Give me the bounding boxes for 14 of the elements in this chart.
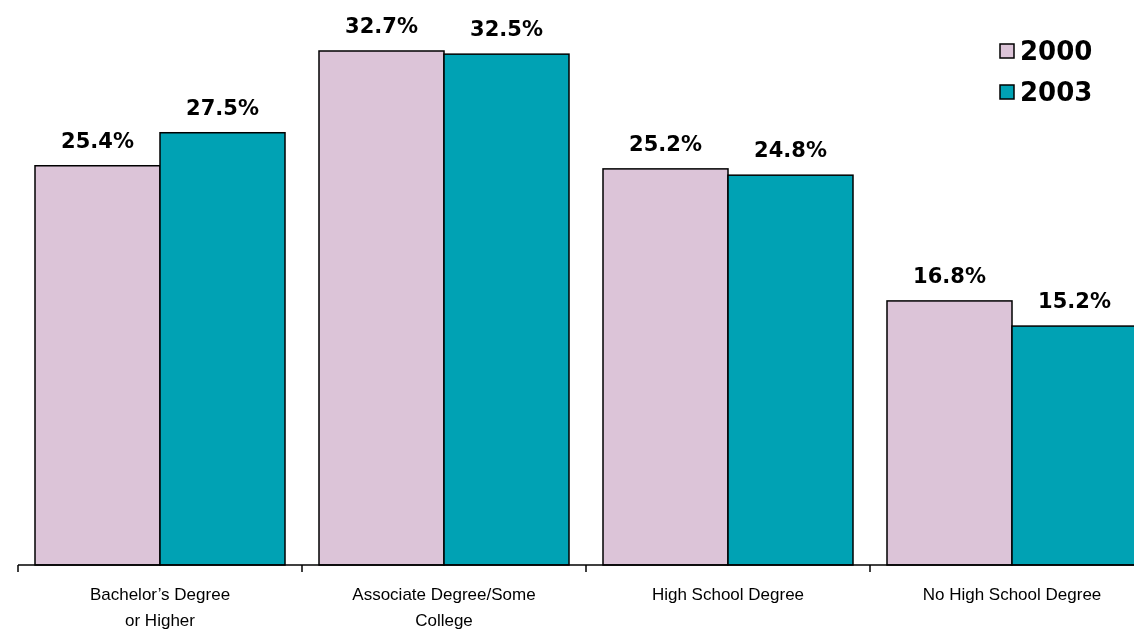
data-label: 15.2% — [1038, 289, 1111, 314]
data-label: 16.8% — [913, 263, 986, 288]
legend-label: 2003 — [1020, 76, 1093, 107]
x-tick-label: No High School Degree — [922, 585, 1102, 604]
x-tick-label: Associate Degree/Some College — [352, 585, 536, 630]
x-tick-label: High School Degree — [651, 585, 805, 604]
data-label: 32.7% — [345, 14, 418, 38]
data-label: 25.2% — [629, 131, 702, 156]
x-tick-label: Bachelor’s Degree or Higher — [89, 585, 231, 630]
data-label: 24.8% — [754, 138, 827, 163]
data-label: 32.5% — [470, 17, 543, 42]
data-label: 25.4% — [61, 128, 134, 153]
legend-label: 2000 — [1020, 35, 1093, 66]
data-label: 27.5% — [186, 95, 259, 120]
